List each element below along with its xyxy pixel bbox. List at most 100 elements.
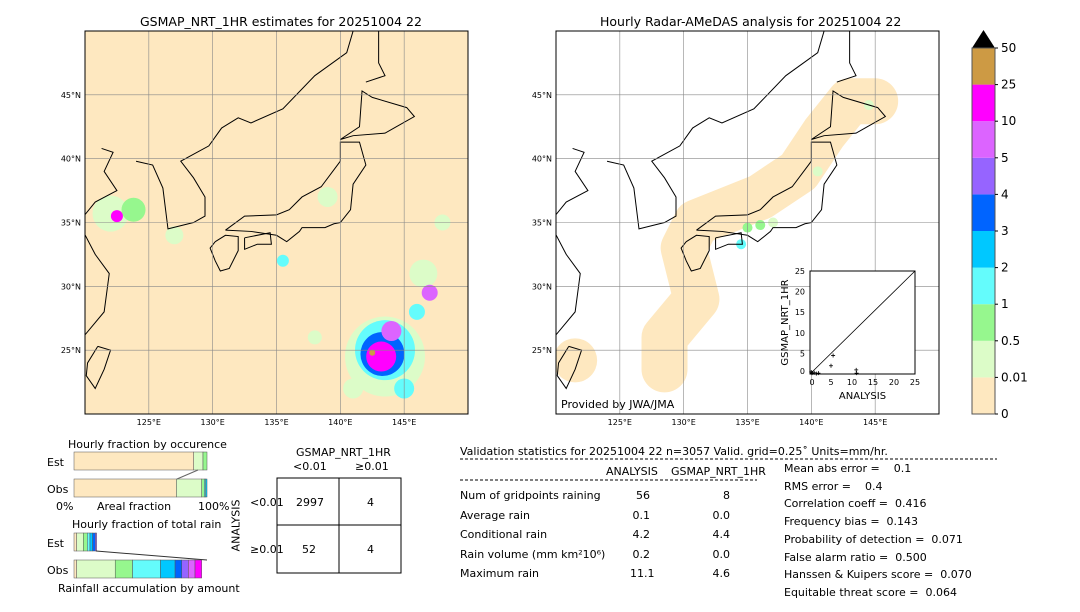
stats-col-analysis: ANALYSIS bbox=[606, 465, 658, 478]
coastline bbox=[836, 31, 857, 83]
fraction-bar-segment bbox=[92, 532, 96, 552]
coastline bbox=[244, 232, 272, 251]
occurrence-title: Hourly fraction by occurence bbox=[68, 438, 227, 451]
score: Equitable threat score = 0.064 bbox=[784, 585, 957, 599]
diagonal-line bbox=[809, 270, 916, 375]
fraction-bar-segment bbox=[76, 532, 84, 552]
colorbar-extend-triangle bbox=[972, 30, 995, 48]
credit-text: Provided by JWA/JMA bbox=[561, 398, 675, 411]
coastline bbox=[680, 234, 710, 272]
left-map-content bbox=[85, 31, 468, 414]
score: Correlation coeff = 0.416 bbox=[784, 497, 927, 511]
colorbar-segment bbox=[972, 377, 995, 414]
scatter-y-tick: 5 bbox=[800, 349, 805, 358]
scatter-y-tick: 10 bbox=[795, 329, 805, 338]
radar-coverage-area bbox=[641, 78, 899, 393]
stat-label: Conditional rain bbox=[460, 528, 548, 541]
contingency-col-1: ≥0.01 bbox=[355, 460, 389, 473]
tr-xlabel: Rainfall accumulation by amount bbox=[58, 582, 240, 595]
totalrain-title: Hourly fraction of total rain bbox=[72, 518, 222, 531]
scatter-ylabel: GSMAP_NRT_1HR bbox=[780, 279, 791, 365]
occ-est-label: Est bbox=[47, 456, 64, 469]
fraction-bar-segment bbox=[73, 559, 77, 579]
occ-obs-label: Obs bbox=[47, 483, 69, 496]
fraction-bar-segment bbox=[95, 532, 97, 552]
stat-gsmap: 8 bbox=[723, 489, 730, 502]
colorbar: 0 0.01 0.5 1 2 3 4 5 10 25 50 bbox=[971, 30, 1028, 421]
stat-analysis: 4.2 bbox=[632, 528, 651, 541]
left-map-frame bbox=[84, 30, 469, 415]
rain-cell bbox=[812, 166, 823, 177]
fraction-bar-segment bbox=[194, 559, 202, 579]
scatter-point bbox=[814, 371, 819, 376]
stat-gsmap: 0.0 bbox=[712, 547, 731, 561]
scatter-point bbox=[812, 370, 817, 375]
rain-cell bbox=[369, 349, 376, 356]
stat-analysis: 0.2 bbox=[632, 547, 651, 561]
fraction-bar-segment bbox=[193, 451, 204, 471]
radar-coverage-area bbox=[556, 338, 598, 383]
scatter-xlabel: ANALYSIS bbox=[839, 391, 886, 402]
score: Frequency bias = 0.143 bbox=[784, 515, 919, 529]
scatter-x-tick: 10 bbox=[847, 378, 857, 387]
right-map-title: Hourly Radar-AMeDAS analysis for 2025100… bbox=[600, 14, 902, 29]
coastline bbox=[606, 31, 825, 230]
rain-cell bbox=[755, 220, 766, 231]
contingency-col-0: <0.01 bbox=[293, 460, 327, 473]
rain-cell bbox=[421, 284, 438, 301]
colorbar-segment bbox=[972, 304, 995, 341]
lon-tick-label: 130°E bbox=[201, 418, 225, 427]
occ-tick-100: 100% bbox=[198, 500, 230, 513]
lat-tick-label: 30°N bbox=[532, 282, 552, 291]
fraction-bar-segment bbox=[73, 478, 177, 498]
stat-analysis: 0.1 bbox=[632, 508, 651, 522]
tr-obs-label: Obs bbox=[47, 564, 69, 577]
coastline bbox=[811, 90, 887, 140]
rain-cell bbox=[366, 341, 397, 372]
colorbar-segment bbox=[972, 157, 995, 195]
cell-00: 2997 bbox=[296, 496, 324, 509]
colorbar-label: 10 bbox=[1001, 114, 1016, 128]
colorbar-label: 0.5 bbox=[1001, 334, 1020, 348]
fraction-bar-segment bbox=[160, 559, 176, 579]
stat-label: Maximum rain bbox=[460, 567, 539, 580]
tr-est-label: Est bbox=[47, 537, 64, 550]
left-map: 125°E 130°E 135°E 140°E 145°E 45°N 40°N 35°N 30°… bbox=[61, 30, 469, 427]
lon-tick-label: 145°E bbox=[392, 418, 416, 427]
lat-tick-label: 45°N bbox=[532, 91, 552, 100]
lat-tick-label: 25°N bbox=[61, 346, 81, 355]
rain-cell bbox=[307, 330, 322, 345]
colorbar-label: 3 bbox=[1001, 224, 1009, 238]
stat-gsmap: 0.0 bbox=[712, 508, 731, 522]
score: Hanssen & Kuipers score = 0.070 bbox=[784, 568, 972, 582]
colorbar-label: 50 bbox=[1001, 41, 1016, 55]
stat-label: Num of gridpoints raining bbox=[460, 489, 601, 502]
colorbar-label: 0.01 bbox=[1001, 370, 1028, 384]
cell-01: 4 bbox=[367, 496, 374, 509]
right-map-frame bbox=[555, 30, 940, 415]
coastline bbox=[340, 90, 416, 140]
rain-cell bbox=[408, 303, 425, 320]
colorbar-label: 0 bbox=[1001, 407, 1009, 421]
coastline bbox=[556, 147, 589, 337]
scatter-y-tick: 0 bbox=[800, 367, 805, 376]
rain-cell bbox=[409, 259, 438, 288]
rain-cell bbox=[381, 321, 402, 342]
fraction-bar-segment bbox=[202, 451, 208, 471]
lon-tick-label: 135°E bbox=[735, 418, 759, 427]
colorbar-segment bbox=[972, 84, 995, 122]
colorbar-label: 5 bbox=[1001, 151, 1009, 165]
lat-tick-label: 25°N bbox=[532, 346, 552, 355]
rain-cell bbox=[276, 254, 289, 267]
rain-cell bbox=[121, 197, 146, 222]
rain-cell bbox=[317, 186, 338, 207]
fraction-bar-segment bbox=[174, 559, 182, 579]
coastline bbox=[365, 31, 386, 83]
colorbar-segment bbox=[972, 121, 995, 158]
colorbar-label: 2 bbox=[1001, 261, 1009, 275]
lon-tick-label: 140°E bbox=[328, 418, 352, 427]
fraction-bar-segment bbox=[188, 559, 196, 579]
fraction-bar-segment bbox=[201, 478, 205, 498]
